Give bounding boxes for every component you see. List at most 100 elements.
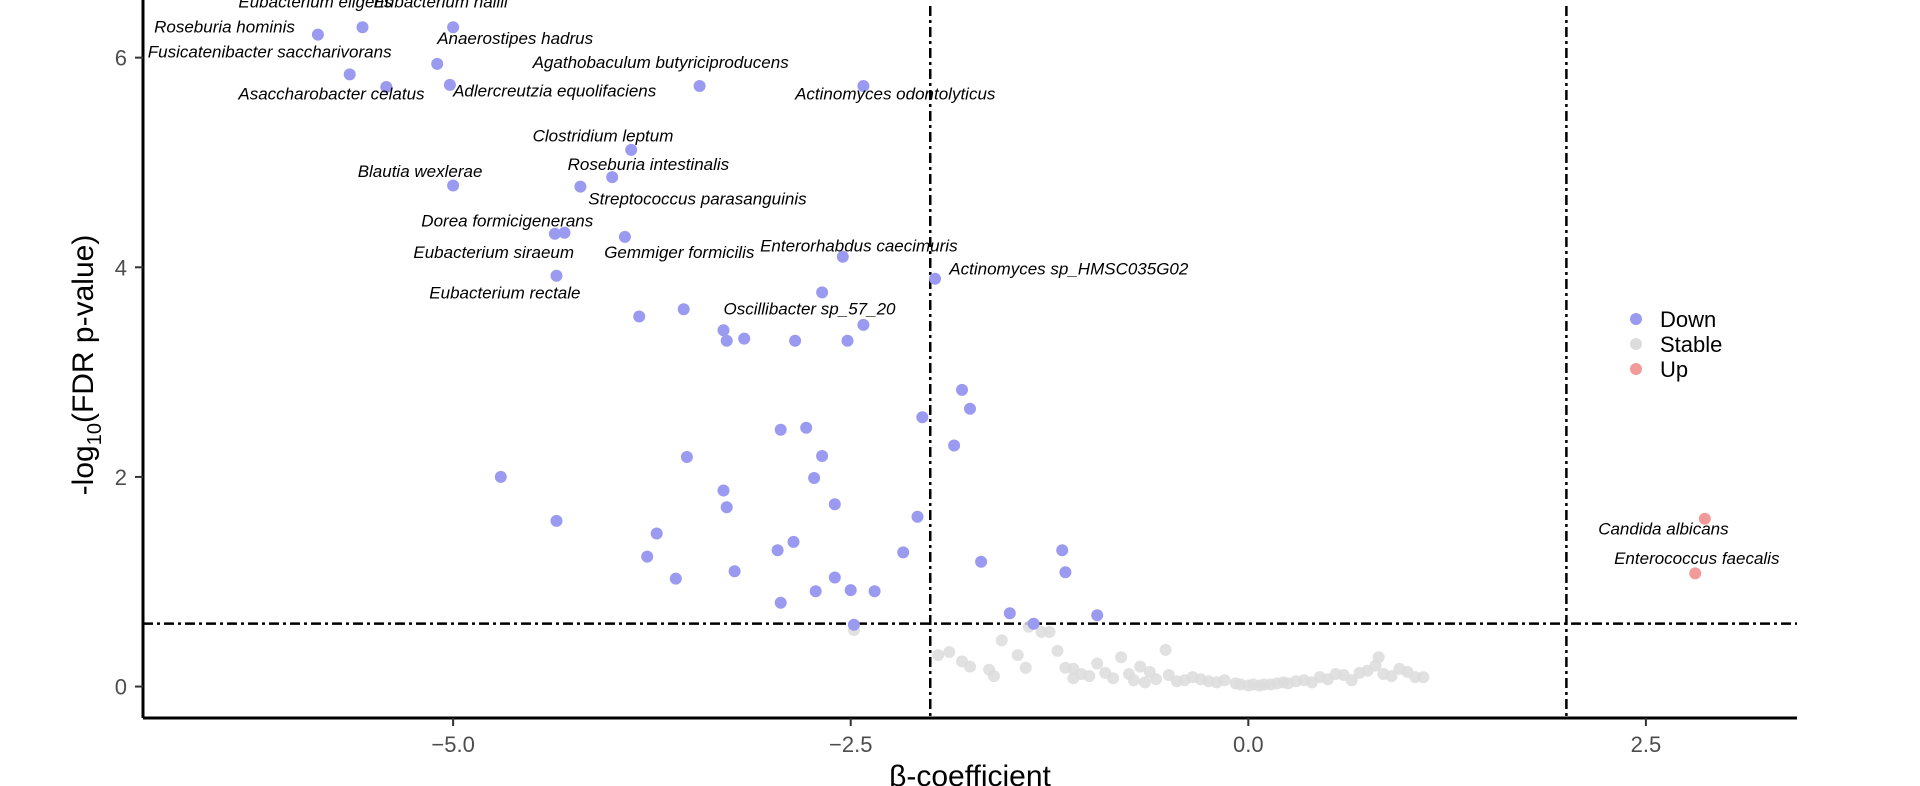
point-label: Blautia wexlerae (358, 162, 483, 181)
data-point-down (431, 57, 444, 70)
data-point-down (847, 618, 860, 631)
data-point-down (975, 555, 988, 568)
data-point-down (720, 334, 733, 347)
point-label: Adlercreutzia equolifaciens (452, 81, 657, 100)
point-label: Actinomyces sp_HMSC035G02 (948, 260, 1189, 279)
point-label: Actinomyces odontolyticus (794, 85, 996, 104)
data-point-down (808, 472, 821, 484)
data-point-down (774, 596, 787, 609)
point-label: Candida albicans (1598, 520, 1729, 539)
data-point-down (717, 324, 730, 337)
data-point-stable (995, 634, 1008, 647)
y-tick-label: 2 (115, 465, 127, 490)
data-point-down (1091, 609, 1104, 622)
data-point-stable (943, 646, 956, 658)
data-point-stable (1134, 660, 1147, 673)
data-point-down (447, 21, 460, 34)
data-point-up (1689, 567, 1702, 580)
data-point-down (816, 450, 829, 462)
data-point-stable (1091, 657, 1104, 670)
y-axis-title-suffix: (FDR p-value) (67, 235, 100, 423)
data-point-down (618, 230, 631, 243)
up-points (1689, 512, 1711, 580)
data-point-stable (1083, 670, 1096, 683)
data-point-stable (932, 649, 945, 662)
point-label: Eubacterium hallii (374, 0, 509, 11)
data-point-down (964, 402, 976, 415)
data-point-stable (1051, 644, 1064, 657)
data-point-down (443, 78, 456, 91)
data-point-stable (1159, 643, 1172, 656)
data-point-down (550, 269, 563, 282)
data-point-down (916, 411, 929, 424)
data-point-stable (1127, 674, 1140, 687)
data-point-stable (964, 660, 976, 673)
data-point-down (911, 510, 924, 523)
x-tick-label: −5.0 (431, 732, 474, 757)
point-label: Roseburia hominis (154, 18, 295, 37)
point-label: Fusicatenibacter saccharivorans (148, 43, 392, 62)
axes (141, 0, 1797, 720)
data-point-down (800, 421, 813, 434)
y-tick-label: 0 (115, 675, 127, 700)
data-point-down (857, 80, 870, 92)
data-point-down (948, 439, 961, 452)
y-axis-title-prefix: -log (67, 445, 100, 495)
point-label: Eubacterium rectale (429, 284, 580, 303)
point-label: Dorea formicigenerans (421, 211, 593, 230)
data-point-down (1027, 617, 1040, 630)
legend-key-stable (1630, 338, 1642, 350)
data-point-down (738, 332, 751, 345)
data-point-down (1056, 544, 1069, 557)
data-point-stable (1067, 672, 1080, 685)
data-point-down (816, 286, 829, 299)
legend-key-up (1630, 363, 1642, 375)
point-label: Gemmiger formicilis (604, 243, 755, 262)
point-label: Eubacterium siraeum (413, 243, 574, 262)
axis-ticks: −5.0 −2.5 0.0 2.5 0 2 4 6 (115, 46, 1661, 757)
y-axis-title: -log10(FDR p-value) (67, 235, 106, 496)
data-point-down (574, 180, 587, 193)
data-point-down (828, 571, 841, 584)
data-point-down (897, 546, 910, 559)
data-point-stable (1417, 671, 1430, 684)
point-label: Enterococcus faecalis (1614, 549, 1780, 568)
x-tick-label: 0.0 (1233, 732, 1264, 757)
x-tick-label: 2.5 (1631, 732, 1662, 757)
data-point-down (633, 310, 646, 323)
point-label: Asaccharobacter celatus (237, 85, 425, 104)
data-point-down (606, 171, 619, 184)
x-axis-title: β-coefficient (889, 760, 1051, 786)
data-point-down (728, 565, 741, 578)
point-label: Enterorhabdus caecimuris (760, 237, 958, 256)
data-point-down (343, 68, 356, 81)
data-point-down (844, 584, 857, 597)
data-point-stable (1218, 674, 1231, 687)
data-point-down (857, 318, 870, 331)
data-point-down (550, 514, 563, 527)
data-point-down (809, 585, 822, 598)
data-point-up (1698, 512, 1711, 525)
data-point-stable (1345, 674, 1358, 687)
data-point-stable (1011, 649, 1024, 662)
data-point-stable (1107, 672, 1120, 685)
data-point-stable (1385, 670, 1398, 683)
data-point-down (868, 585, 881, 598)
data-point-down (956, 383, 968, 396)
data-point-stable (1138, 676, 1151, 689)
y-axis-title-subscript: 10 (84, 423, 106, 445)
data-point-down (693, 80, 706, 92)
stable-points (847, 620, 1430, 692)
data-point-stable (1019, 661, 1032, 674)
data-point-down (447, 179, 460, 192)
data-point-down (548, 227, 561, 240)
point-label: Anaerostipes hadrus (436, 29, 593, 48)
point-label: Eubacterium eligens (238, 0, 393, 11)
point-label: Oscillibacter sp_57_20 (724, 300, 897, 319)
data-point-down (680, 451, 693, 463)
data-point-down (717, 484, 730, 497)
data-point-down (311, 28, 324, 41)
point-label: Clostridium leptum (533, 127, 674, 146)
data-point-stable (1150, 673, 1163, 686)
y-tick-label: 4 (115, 255, 127, 280)
